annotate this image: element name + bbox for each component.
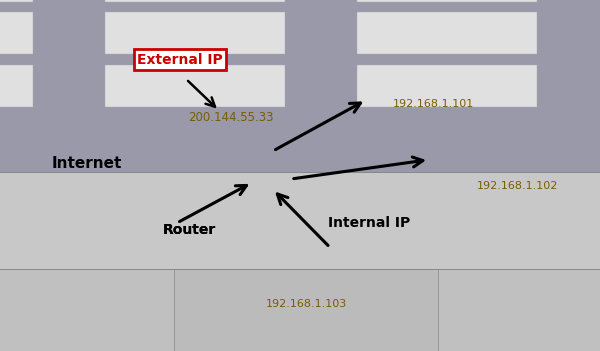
Circle shape bbox=[19, 143, 65, 170]
Circle shape bbox=[34, 167, 80, 194]
Text: Internal IP: Internal IP bbox=[328, 216, 410, 230]
Polygon shape bbox=[0, 65, 600, 170]
Polygon shape bbox=[0, 0, 600, 269]
Circle shape bbox=[113, 152, 151, 174]
Polygon shape bbox=[357, 65, 537, 107]
Polygon shape bbox=[357, 0, 537, 2]
Polygon shape bbox=[0, 247, 600, 351]
Polygon shape bbox=[0, 65, 33, 107]
Circle shape bbox=[22, 145, 62, 168]
Polygon shape bbox=[248, 159, 298, 171]
Polygon shape bbox=[105, 0, 285, 2]
Circle shape bbox=[39, 130, 93, 161]
Circle shape bbox=[104, 168, 136, 186]
Text: Router: Router bbox=[163, 223, 215, 237]
Text: 192.168.1.103: 192.168.1.103 bbox=[265, 299, 347, 309]
Circle shape bbox=[103, 139, 143, 162]
Text: 192.168.1.101: 192.168.1.101 bbox=[393, 99, 474, 108]
Circle shape bbox=[66, 125, 126, 160]
Text: 200.144.55.33: 200.144.55.33 bbox=[188, 111, 274, 124]
Circle shape bbox=[115, 153, 149, 173]
Text: Internet: Internet bbox=[52, 156, 122, 171]
Polygon shape bbox=[0, 184, 600, 247]
Polygon shape bbox=[0, 0, 600, 79]
Polygon shape bbox=[225, 79, 513, 247]
Text: External IP: External IP bbox=[137, 53, 223, 67]
Polygon shape bbox=[357, 12, 537, 54]
Polygon shape bbox=[105, 12, 285, 54]
Circle shape bbox=[102, 167, 138, 188]
Circle shape bbox=[37, 169, 77, 192]
Circle shape bbox=[42, 132, 90, 160]
Circle shape bbox=[71, 173, 109, 195]
Polygon shape bbox=[0, 0, 33, 2]
Polygon shape bbox=[105, 65, 285, 107]
Text: 192.168.1.102: 192.168.1.102 bbox=[477, 181, 559, 191]
Polygon shape bbox=[0, 12, 33, 54]
Polygon shape bbox=[174, 269, 438, 351]
Circle shape bbox=[100, 137, 146, 164]
Circle shape bbox=[19, 156, 56, 178]
Polygon shape bbox=[248, 171, 287, 180]
Circle shape bbox=[69, 172, 111, 197]
Polygon shape bbox=[287, 159, 298, 180]
Polygon shape bbox=[0, 0, 600, 172]
Polygon shape bbox=[251, 172, 276, 174]
Circle shape bbox=[17, 154, 59, 179]
Circle shape bbox=[70, 127, 122, 158]
Text: Router: Router bbox=[163, 223, 215, 237]
